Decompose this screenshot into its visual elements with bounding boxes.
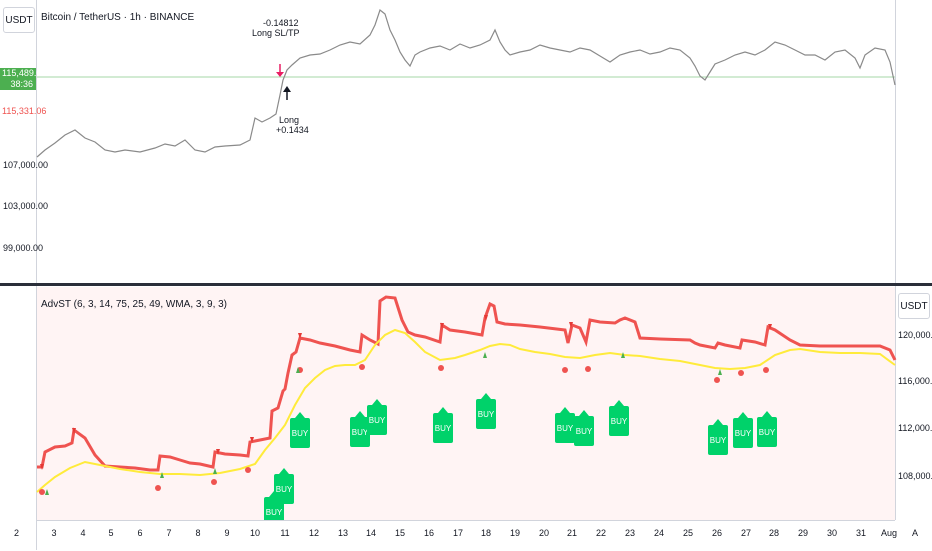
price-label-1: 107,000.00 <box>3 160 49 170</box>
trade-annotation-top: -0.14812 Long SL/TP <box>252 18 300 38</box>
x-label: 10 <box>249 528 261 538</box>
x-label: 6 <box>137 528 143 538</box>
ind-price-label-4: 108,000.00 <box>898 471 932 481</box>
left-price-scale <box>0 0 36 550</box>
x-label: 20 <box>538 528 550 538</box>
ind-price-label-2: 116,000.00 <box>898 376 932 386</box>
time-axis[interactable]: 3 4 5 6 7 8 9 10 11 12 13 14 15 16 17 18… <box>37 520 898 551</box>
ind-price-label-1: 120,000.00 <box>898 330 932 340</box>
buy-signal-9: BUY <box>574 410 594 446</box>
x-label: 3 <box>51 528 57 538</box>
x-label: 21 <box>566 528 578 538</box>
price-label-3: 99,000.00 <box>3 243 44 253</box>
countdown: 38:36 <box>10 79 33 89</box>
buy-signal-13: BUY <box>757 411 777 447</box>
indicator-title[interactable]: AdvST (6, 3, 14, 75, 25, 49, WMA, 3, 9, … <box>41 299 228 310</box>
x-label: 16 <box>423 528 435 538</box>
x-label: 12 <box>308 528 320 538</box>
x-label: 17 <box>452 528 464 538</box>
buy-signal-1: BUY <box>290 412 310 448</box>
x-label: 25 <box>682 528 694 538</box>
x-label: 8 <box>195 528 201 538</box>
symbol-title[interactable]: Bitcoin / TetherUS · 1h · BINANCE <box>41 12 195 23</box>
long-label: Long <box>279 115 300 125</box>
buy-signal-11: BUY <box>708 419 728 455</box>
left-scale-separator <box>36 0 37 550</box>
price-label-2: 103,000.00 <box>3 201 49 211</box>
x-label: Aug <box>880 528 898 538</box>
currency-button-indicator[interactable]: USDT <box>898 293 930 319</box>
x-axis-right-label: A <box>912 528 919 538</box>
x-label: 15 <box>394 528 406 538</box>
x-label: 19 <box>509 528 521 538</box>
long-arrow-icon <box>283 86 291 92</box>
short-label: Long SL/TP <box>252 28 300 38</box>
x-label: 9 <box>224 528 230 538</box>
x-label: 26 <box>711 528 723 538</box>
buy-signal-7: BUY <box>476 393 496 429</box>
buy-signal-4: BUY <box>350 411 370 447</box>
x-axis-left-label: 2 <box>14 528 20 538</box>
long-value: +0.1434 <box>276 125 309 135</box>
currency-button-main[interactable]: USDT <box>3 7 35 33</box>
x-label: 28 <box>768 528 780 538</box>
current-price-tag: 115,489.00 38:36 <box>0 68 47 90</box>
buy-signal-2: BUY <box>274 468 294 504</box>
buy-triangles-icon <box>45 352 722 495</box>
x-label: 22 <box>595 528 607 538</box>
x-label: 5 <box>108 528 114 538</box>
buy-signal-3: BUY <box>264 491 284 527</box>
x-label: 14 <box>365 528 377 538</box>
ind-price-label-3: 112,000.00 <box>898 423 932 433</box>
x-label: 4 <box>80 528 86 538</box>
short-value: -0.14812 <box>263 18 299 28</box>
previous-price-tag: 115,331.06 <box>0 105 47 118</box>
buy-signal-5: BUY <box>367 399 387 435</box>
x-label: 18 <box>480 528 492 538</box>
x-label: 24 <box>653 528 665 538</box>
right-edge-separator <box>895 0 896 520</box>
current-price: 115,489.00 <box>2 68 47 78</box>
indicator-background <box>37 287 895 520</box>
sell-triangles-icon <box>40 315 772 470</box>
pane-separator[interactable] <box>0 283 932 286</box>
x-label: 27 <box>740 528 752 538</box>
price-line <box>36 8 896 158</box>
x-label: 13 <box>337 528 349 538</box>
short-arrow-icon <box>276 72 284 77</box>
buy-signal-8: BUY <box>555 407 575 443</box>
x-label: 29 <box>797 528 809 538</box>
buy-signal-10: BUY <box>609 400 629 436</box>
x-label: 7 <box>166 528 172 538</box>
trade-annotation-bottom: Long +0.1434 <box>276 115 309 135</box>
x-label: 31 <box>855 528 867 538</box>
ma-line <box>36 328 896 493</box>
buy-signal-6: BUY <box>433 407 453 443</box>
supertrend-line <box>37 295 897 472</box>
buy-signal-12: BUY <box>733 412 753 448</box>
sell-markers-icon <box>39 364 769 495</box>
x-label: 30 <box>826 528 838 538</box>
x-label: 23 <box>624 528 636 538</box>
x-label: 11 <box>280 528 290 538</box>
